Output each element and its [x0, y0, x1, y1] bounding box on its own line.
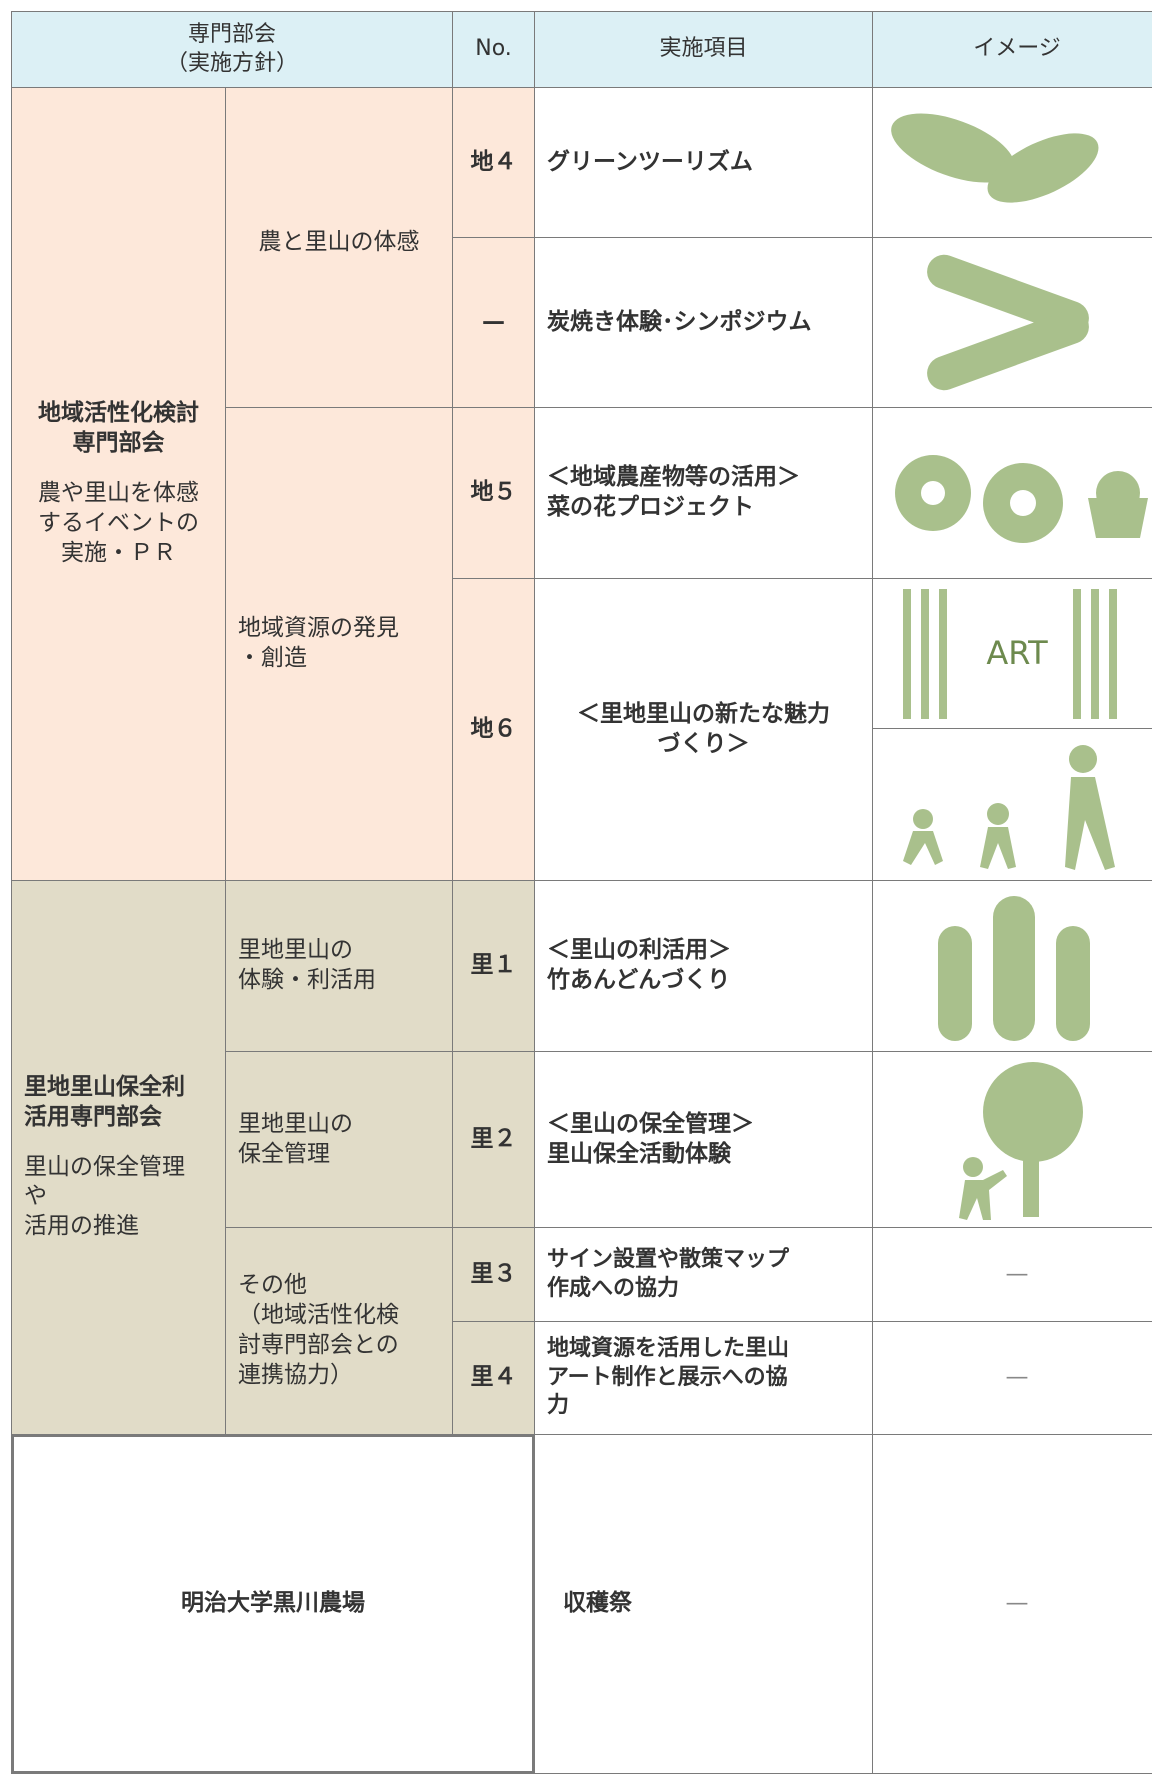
footer-item-cell: 収穫祭	[534, 1434, 873, 1774]
illustration	[927, 254, 1089, 391]
theme-cell: その他 （地域活性化検 討専門部会との 連携協力）	[225, 1227, 453, 1435]
item-no: 地４	[470, 148, 517, 175]
no-cell: 地４	[452, 87, 535, 238]
item-no: 里２	[470, 1125, 517, 1152]
no-cell: —	[452, 237, 535, 408]
item-cell: ＜里山の保全管理＞ 里山保全活動体験	[534, 1051, 873, 1228]
item-no: 里４	[470, 1364, 517, 1391]
theme-name: その他 （地域活性化検 討専門部会との 連携協力）	[238, 1272, 399, 1388]
footer-image-cell: —	[872, 1434, 1152, 1774]
no-cell: 地６	[452, 578, 535, 881]
illustration	[895, 455, 1148, 543]
item-cell: ＜里地里山の新たな魅力 づくり＞	[534, 578, 873, 881]
committee-cell: 地域活性化検討 専門部会 農や里山を体感 するイベントの 実施・ＰＲ	[11, 87, 226, 881]
committee-name: 里地里山保全利 活用専門部会	[24, 1073, 185, 1130]
item-cell: 地域資源を活用した里山 アート制作と展示への協 力	[534, 1321, 873, 1435]
item-no: 里１	[470, 952, 517, 979]
item-title: ＜地域農産物等の活用＞ 菜の花プロジェクト	[547, 464, 800, 520]
header-cell: 実施項目	[534, 11, 873, 88]
theme-cell: 里地里山の 体験・利活用	[225, 880, 453, 1052]
committee-policy: 里山の保全管理 や 活用の推進	[24, 1153, 185, 1240]
theme-name: 里地里山の 保全管理	[238, 1110, 353, 1167]
theme-name: 里地里山の 体験・利活用	[238, 937, 376, 993]
illustration	[959, 1062, 1083, 1220]
illustration	[938, 896, 1090, 1041]
footer-name-cell: 明治大学黒川農場	[11, 1434, 535, 1774]
image-text: ART	[986, 633, 1048, 672]
header-image: イメージ	[973, 36, 1061, 62]
header-cell: イメージ	[872, 11, 1152, 88]
no-cell: 里２	[452, 1051, 535, 1228]
item-title: 炭焼き体験･シンポジウム	[547, 308, 812, 335]
item-no: —	[482, 308, 505, 335]
no-cell: 里３	[452, 1227, 535, 1322]
item-title: 地域資源を活用した里山 アート制作と展示への協 力	[547, 1336, 790, 1419]
image-cell: —	[872, 1321, 1152, 1435]
header-cell: 専門部会 （実施方針）	[11, 11, 453, 88]
image-cell	[872, 87, 1152, 238]
header-committee: 専門部会 （実施方針）	[165, 21, 298, 76]
image-cell	[872, 1051, 1152, 1228]
item-cell: ＜里山の利活用＞ 竹あんどんづくり	[534, 880, 873, 1052]
theme-cell: 農と里山の体感	[225, 87, 453, 408]
no-cell: 地５	[452, 407, 535, 579]
header-item: 実施項目	[659, 36, 748, 62]
illustration	[903, 745, 1115, 870]
header-no: No.	[475, 36, 512, 62]
item-title: ＜里山の保全管理＞ 里山保全活動体験	[547, 1110, 754, 1167]
image-cell: —	[872, 1227, 1152, 1322]
item-title: グリーンツーリズム	[547, 148, 753, 175]
item-cell: 炭焼き体験･シンポジウム	[534, 237, 873, 408]
image-cell	[872, 880, 1152, 1052]
image-cell: ART	[872, 578, 1152, 729]
item-no: 地６	[470, 715, 517, 742]
committee-cell: 里地里山保全利 活用専門部会 里山の保全管理 や 活用の推進	[11, 880, 226, 1435]
illustration	[891, 113, 1099, 203]
image-cell	[872, 407, 1152, 579]
committee-name: 地域活性化検討 専門部会	[38, 400, 199, 457]
image-cell	[872, 728, 1152, 881]
theme-cell: 地域資源の発見 ・創造	[225, 407, 453, 881]
item-cell: ＜地域農産物等の活用＞ 菜の花プロジェクト	[534, 407, 873, 579]
no-cell: 里４	[452, 1321, 535, 1435]
theme-name: 地域資源の発見 ・創造	[238, 615, 399, 671]
header-cell: No.	[452, 11, 535, 88]
item-title: ＜里地里山の新たな魅力 づくり＞	[577, 700, 830, 757]
image-placeholder: —	[1005, 1260, 1029, 1287]
theme-name: 農と里山の体感	[258, 229, 420, 255]
image-placeholder: —	[1005, 1590, 1029, 1617]
item-cell: グリーンツーリズム	[534, 87, 873, 238]
item-title: サイン設置や散策マップ 作成への協力	[547, 1246, 790, 1301]
item-no: 地５	[470, 479, 517, 506]
no-cell: 里１	[452, 880, 535, 1052]
image-placeholder: —	[1005, 1364, 1029, 1391]
committee-policy: 農や里山を体感 するイベントの 実施・ＰＲ	[38, 480, 199, 566]
footer-name: 明治大学黒川農場	[181, 1590, 365, 1617]
theme-cell: 里地里山の 保全管理	[225, 1051, 453, 1228]
image-cell	[872, 237, 1152, 408]
footer-title: 収穫祭	[563, 1590, 632, 1617]
illustration	[903, 589, 1117, 719]
item-cell: サイン設置や散策マップ 作成への協力	[534, 1227, 873, 1322]
item-no: 里３	[470, 1260, 517, 1287]
item-title: ＜里山の利活用＞ 竹あんどんづくり	[547, 937, 731, 993]
